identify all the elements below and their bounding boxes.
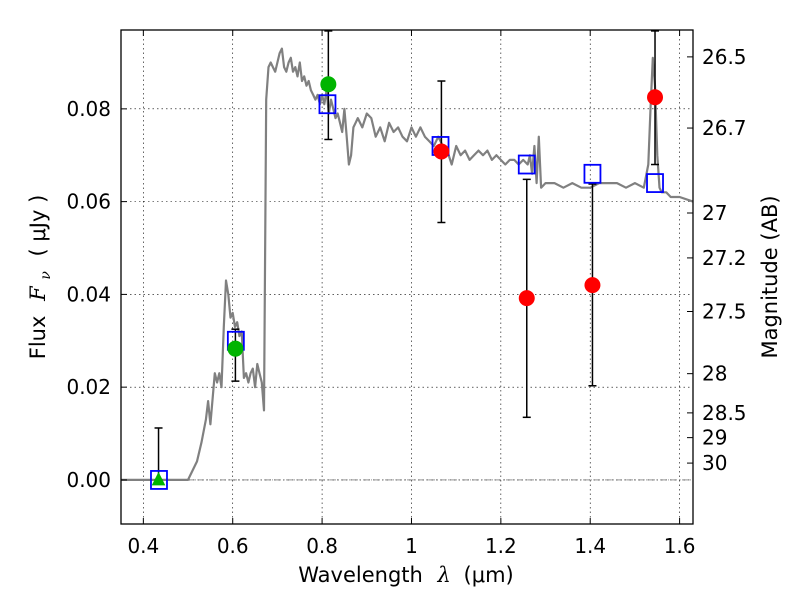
y2-tick-label: 27.5 xyxy=(702,300,747,324)
y-tick-label: 0.08 xyxy=(66,97,111,121)
y2-tick-label: 26.7 xyxy=(702,116,747,140)
y-tick-label: 0.04 xyxy=(66,282,111,306)
y2-tick-label: 28 xyxy=(702,362,727,386)
model-spectrum-line xyxy=(121,47,693,481)
y2-tick-label: 28.5 xyxy=(702,401,747,425)
y-axis-label-subscript: ν xyxy=(38,271,54,280)
red-data-point xyxy=(647,89,664,106)
x-tick-label: 0.4 xyxy=(127,534,159,558)
x-tick-label: 1.4 xyxy=(574,534,606,558)
markers-group xyxy=(150,30,664,490)
model-photometry-box xyxy=(318,94,337,115)
y-tick-label: 0.02 xyxy=(66,375,111,399)
y-axis-label-prefix: Flux xyxy=(26,316,50,360)
x-axis-label-symbol: λ xyxy=(437,563,451,587)
red-data-point xyxy=(584,277,601,294)
green-upper-limit-marker xyxy=(151,471,166,486)
y-tick-label: 0.06 xyxy=(66,190,111,214)
y2-axis-label: Magnitude (AB) xyxy=(758,195,782,358)
y2-tick-label: 29 xyxy=(702,426,727,450)
y2-tick-label: 27 xyxy=(702,201,727,225)
x-tick-label: 0.8 xyxy=(306,534,338,558)
green-data-point xyxy=(320,76,337,93)
red-data-point xyxy=(433,143,450,160)
x-axis-label: Wavelength λ (μm) xyxy=(298,563,513,587)
model-photometry-box xyxy=(517,154,536,175)
x-tick-label: 1.6 xyxy=(664,534,696,558)
series-group xyxy=(121,47,693,481)
ticks-group: 0.4 0.6 0.8 1 1.2 1.4 1.6 0.00 0.02 0.04 0.06 0.08 2… xyxy=(66,30,747,558)
y-axis-label-unit: ( μJy ) xyxy=(26,195,50,257)
model-photometry-box xyxy=(150,470,168,490)
y-axis-label-symbol: F xyxy=(26,285,50,302)
y2-tick-label: 27.2 xyxy=(702,246,747,270)
y-axis-label: Flux F ν ( μJy ) xyxy=(26,195,55,360)
x-tick-label: 1 xyxy=(405,534,418,558)
x-tick-label: 0.6 xyxy=(217,534,249,558)
model-photometry-box xyxy=(583,163,602,184)
x-axis-label-prefix: Wavelength xyxy=(298,563,423,587)
green-data-point xyxy=(227,340,244,357)
model-photometry-box xyxy=(646,173,664,193)
y2-tick-label: 26.5 xyxy=(702,45,747,69)
x-axis-label-unit: (μm) xyxy=(464,563,514,587)
red-data-point xyxy=(518,290,535,307)
y2-tick-label: 30 xyxy=(702,451,727,475)
y-tick-label: 0.00 xyxy=(66,468,111,492)
x-tick-label: 1.2 xyxy=(485,534,517,558)
plot-frame xyxy=(120,29,694,525)
